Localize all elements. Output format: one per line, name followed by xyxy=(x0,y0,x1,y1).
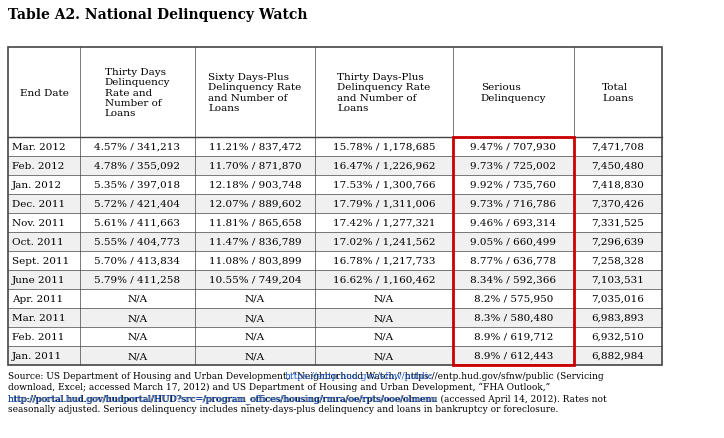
Text: Serious
Delinquency: Serious Delinquency xyxy=(481,83,546,102)
Text: Apr. 2011: Apr. 2011 xyxy=(12,294,63,303)
Text: 9.73% / 725,002: 9.73% / 725,002 xyxy=(471,162,557,171)
Text: http://portal.hud.gov/hudportal/HUD?src=/program_offices/housing/rmra/oe/rpts/oo: http://portal.hud.gov/hudportal/HUD?src=… xyxy=(8,393,437,403)
Text: Jan. 2011: Jan. 2011 xyxy=(12,351,62,360)
Text: N/A: N/A xyxy=(245,313,265,322)
Text: 7,471,708: 7,471,708 xyxy=(592,143,644,152)
Text: 6,932,510: 6,932,510 xyxy=(592,332,644,341)
Text: End Date: End Date xyxy=(20,88,69,97)
Text: 5.79% / 411,258: 5.79% / 411,258 xyxy=(95,276,180,284)
Text: 7,450,480: 7,450,480 xyxy=(592,162,644,171)
Text: 7,296,639: 7,296,639 xyxy=(592,237,644,247)
Text: 11.81% / 865,658: 11.81% / 865,658 xyxy=(209,219,301,227)
Text: 17.79% / 1,311,006: 17.79% / 1,311,006 xyxy=(333,200,435,208)
Text: 8.3% / 580,480: 8.3% / 580,480 xyxy=(473,313,553,322)
Bar xyxy=(453,138,574,365)
Bar xyxy=(8,48,662,365)
Text: 15.78% / 1,178,685: 15.78% / 1,178,685 xyxy=(333,143,435,152)
Bar xyxy=(9,194,661,213)
Text: 12.07% / 889,602: 12.07% / 889,602 xyxy=(209,200,301,208)
Text: Jan. 2012: Jan. 2012 xyxy=(12,180,62,190)
Text: 16.47% / 1,226,962: 16.47% / 1,226,962 xyxy=(333,162,435,171)
Text: Feb. 2011: Feb. 2011 xyxy=(12,332,64,341)
Text: N/A: N/A xyxy=(374,294,394,303)
Text: 5.35% / 397,018: 5.35% / 397,018 xyxy=(95,180,180,190)
Text: Nov. 2011: Nov. 2011 xyxy=(12,219,65,227)
Text: 11.08% / 803,899: 11.08% / 803,899 xyxy=(209,256,301,265)
Text: Mar. 2011: Mar. 2011 xyxy=(12,313,66,322)
Text: 7,370,426: 7,370,426 xyxy=(592,200,644,208)
Text: 8.9% / 612,443: 8.9% / 612,443 xyxy=(473,351,553,360)
Text: N/A: N/A xyxy=(127,332,148,341)
Text: N/A: N/A xyxy=(127,351,148,360)
Text: N/A: N/A xyxy=(127,294,148,303)
Text: 8.9% / 619,712: 8.9% / 619,712 xyxy=(473,332,553,341)
Text: 5.61% / 411,663: 5.61% / 411,663 xyxy=(95,219,180,227)
Text: 12.18% / 903,748: 12.18% / 903,748 xyxy=(209,180,301,190)
Text: N/A: N/A xyxy=(374,351,394,360)
Text: 9.92% / 735,760: 9.92% / 735,760 xyxy=(471,180,557,190)
Text: 11.70% / 871,870: 11.70% / 871,870 xyxy=(209,162,301,171)
Text: 4.78% / 355,092: 4.78% / 355,092 xyxy=(95,162,180,171)
Text: 7,035,016: 7,035,016 xyxy=(592,294,644,303)
Text: 8.2% / 575,950: 8.2% / 575,950 xyxy=(473,294,553,303)
Text: 17.53% / 1,300,766: 17.53% / 1,300,766 xyxy=(333,180,435,190)
Text: 8.77% / 636,778: 8.77% / 636,778 xyxy=(471,256,557,265)
Text: 6,983,893: 6,983,893 xyxy=(592,313,644,322)
Bar xyxy=(9,346,661,365)
Text: 5.70% / 413,834: 5.70% / 413,834 xyxy=(95,256,180,265)
Text: 10.55% / 749,204: 10.55% / 749,204 xyxy=(209,276,301,284)
Text: https://entp.hud.gov/sfnw/public: https://entp.hud.gov/sfnw/public xyxy=(285,371,434,380)
Text: 16.62% / 1,160,462: 16.62% / 1,160,462 xyxy=(333,276,435,284)
Text: 9.46% / 693,314: 9.46% / 693,314 xyxy=(471,219,557,227)
Text: June 2011: June 2011 xyxy=(12,276,65,284)
Text: 8.34% / 592,366: 8.34% / 592,366 xyxy=(471,276,557,284)
Text: N/A: N/A xyxy=(374,332,394,341)
Text: seasonally adjusted. Serious delinquency includes ninety-days-plus delinquency a: seasonally adjusted. Serious delinquency… xyxy=(8,404,558,413)
Text: Feb. 2012: Feb. 2012 xyxy=(12,162,64,171)
Text: 7,418,830: 7,418,830 xyxy=(592,180,644,190)
Text: Mar. 2012: Mar. 2012 xyxy=(12,143,66,152)
Text: 4.57% / 341,213: 4.57% / 341,213 xyxy=(95,143,180,152)
Bar xyxy=(9,233,661,251)
Text: 7,258,328: 7,258,328 xyxy=(592,256,644,265)
Text: Sept. 2011: Sept. 2011 xyxy=(12,256,70,265)
Text: Total
Loans: Total Loans xyxy=(602,83,634,102)
Text: Table A2. National Delinquency Watch: Table A2. National Delinquency Watch xyxy=(8,8,308,22)
Text: 11.47% / 836,789: 11.47% / 836,789 xyxy=(209,237,301,247)
Text: 7,103,531: 7,103,531 xyxy=(592,276,644,284)
Bar xyxy=(9,157,661,175)
Text: Sixty Days-Plus
Delinquency Rate
and Number of
Loans: Sixty Days-Plus Delinquency Rate and Num… xyxy=(209,73,302,113)
Text: N/A: N/A xyxy=(127,313,148,322)
Text: 16.78% / 1,217,733: 16.78% / 1,217,733 xyxy=(333,256,435,265)
Text: N/A: N/A xyxy=(374,313,394,322)
Text: 17.42% / 1,277,321: 17.42% / 1,277,321 xyxy=(333,219,435,227)
Text: 7,331,525: 7,331,525 xyxy=(592,219,644,227)
Text: 11.21% / 837,472: 11.21% / 837,472 xyxy=(209,143,301,152)
Text: 5.55% / 404,773: 5.55% / 404,773 xyxy=(95,237,180,247)
Text: N/A: N/A xyxy=(245,351,265,360)
Text: 9.73% / 716,786: 9.73% / 716,786 xyxy=(471,200,557,208)
Text: 5.72% / 421,404: 5.72% / 421,404 xyxy=(95,200,180,208)
Text: Oct. 2011: Oct. 2011 xyxy=(12,237,64,247)
Text: Thirty Days-Plus
Delinquency Rate
and Number of
Loans: Thirty Days-Plus Delinquency Rate and Nu… xyxy=(337,73,431,113)
Text: 9.47% / 707,930: 9.47% / 707,930 xyxy=(471,143,557,152)
Text: download, Excel; accessed March 17, 2012) and US Department of Housing and Urban: download, Excel; accessed March 17, 2012… xyxy=(8,382,550,392)
Text: http://portal.hud.gov/hudportal/HUD?src=/program_offices/housing/rmra/oe/rpts/oo: http://portal.hud.gov/hudportal/HUD?src=… xyxy=(8,393,607,403)
Text: N/A: N/A xyxy=(245,332,265,341)
Text: N/A: N/A xyxy=(245,294,265,303)
Text: Thirty Days
Delinquency
Rate and
Number of
Loans: Thirty Days Delinquency Rate and Number … xyxy=(105,67,170,118)
Text: 9.05% / 660,499: 9.05% / 660,499 xyxy=(471,237,557,247)
Text: 17.02% / 1,241,562: 17.02% / 1,241,562 xyxy=(333,237,435,247)
Text: Source: US Department of Housing and Urban Development, “Neighborhood Watch,” ht: Source: US Department of Housing and Urb… xyxy=(8,371,604,381)
Text: Dec. 2011: Dec. 2011 xyxy=(12,200,65,208)
Bar xyxy=(9,308,661,327)
Text: 6,882,984: 6,882,984 xyxy=(592,351,644,360)
Bar xyxy=(9,270,661,289)
